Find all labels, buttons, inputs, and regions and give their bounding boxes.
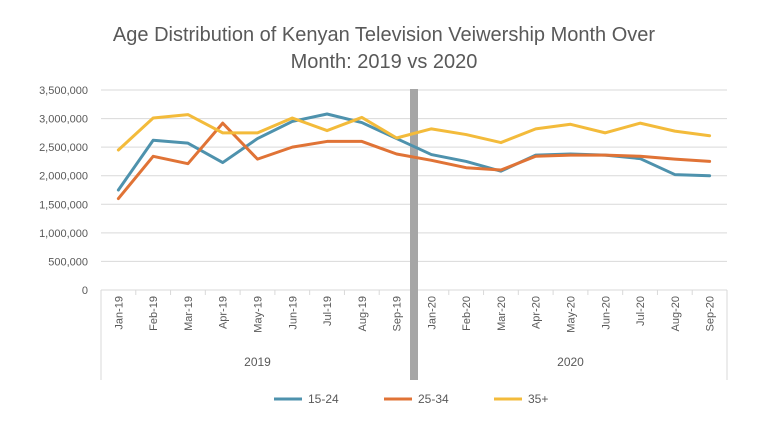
y-tick-label: 1,500,000 (39, 199, 88, 211)
x-tick-label: Aug-20 (670, 296, 682, 331)
chart-title-line-2: Month: 2019 vs 2020 (291, 51, 478, 73)
x-tick-label: Apr-20 (531, 296, 543, 329)
y-tick-label: 0 (82, 285, 88, 297)
legend-label: 15-24 (308, 392, 339, 406)
x-tick-label: Aug-19 (357, 296, 369, 331)
x-tick-label: May-20 (566, 296, 578, 333)
x-tick-label: May-19 (253, 296, 265, 333)
x-tick-label: Mar-20 (496, 296, 508, 331)
x-tick-label: Sep-19 (392, 296, 404, 331)
legend-label: 35+ (528, 392, 548, 406)
y-tick-label: 1,000,000 (39, 228, 88, 240)
x-tick-label: Jun-19 (287, 296, 299, 330)
x-tick-label: Sep-20 (705, 296, 717, 331)
x-tick-label: Jan-20 (426, 296, 438, 330)
y-tick-label: 3,500,000 (39, 85, 88, 97)
legend-label: 25-34 (418, 392, 449, 406)
x-tick-label: Feb-20 (461, 296, 473, 331)
x-tick-label: Jul-20 (635, 296, 647, 326)
x-group-label: 2020 (557, 355, 584, 369)
chart-title-line-1: Age Distribution of Kenyan Television Ve… (113, 24, 655, 46)
x-axis-groups: 2019 2020 (244, 355, 584, 369)
x-tick-label: Mar-19 (183, 296, 195, 331)
series-line-35+ (116, 113, 712, 152)
year-divider (410, 89, 418, 380)
x-tick-label: Apr-19 (218, 296, 230, 329)
chart-title: Age Distribution of Kenyan Television Ve… (113, 24, 655, 73)
x-tick-label: Jun-20 (600, 296, 612, 330)
y-axis-ticks: 0 500,000 1,000,000 1,500,000 2,000,000 2,500… (39, 85, 88, 297)
legend: 15-24 25-34 35+ (274, 392, 548, 406)
x-tick-label: Feb-19 (148, 296, 160, 331)
x-tick-label: Jan-19 (113, 296, 125, 330)
y-tick-label: 2,500,000 (39, 142, 88, 154)
x-tick-label: Jul-19 (322, 296, 334, 326)
year-divider-bar (410, 89, 418, 380)
y-tick-label: 3,000,000 (39, 114, 88, 126)
y-tick-label: 500,000 (48, 256, 88, 268)
series-lines (116, 112, 712, 201)
y-tick-label: 2,000,000 (39, 171, 88, 183)
x-axis-ticks: Jan-19 Feb-19 Mar-19 Apr-19 May-19 Jun-19 Jul-… (113, 296, 716, 333)
x-group-label: 2019 (244, 355, 271, 369)
